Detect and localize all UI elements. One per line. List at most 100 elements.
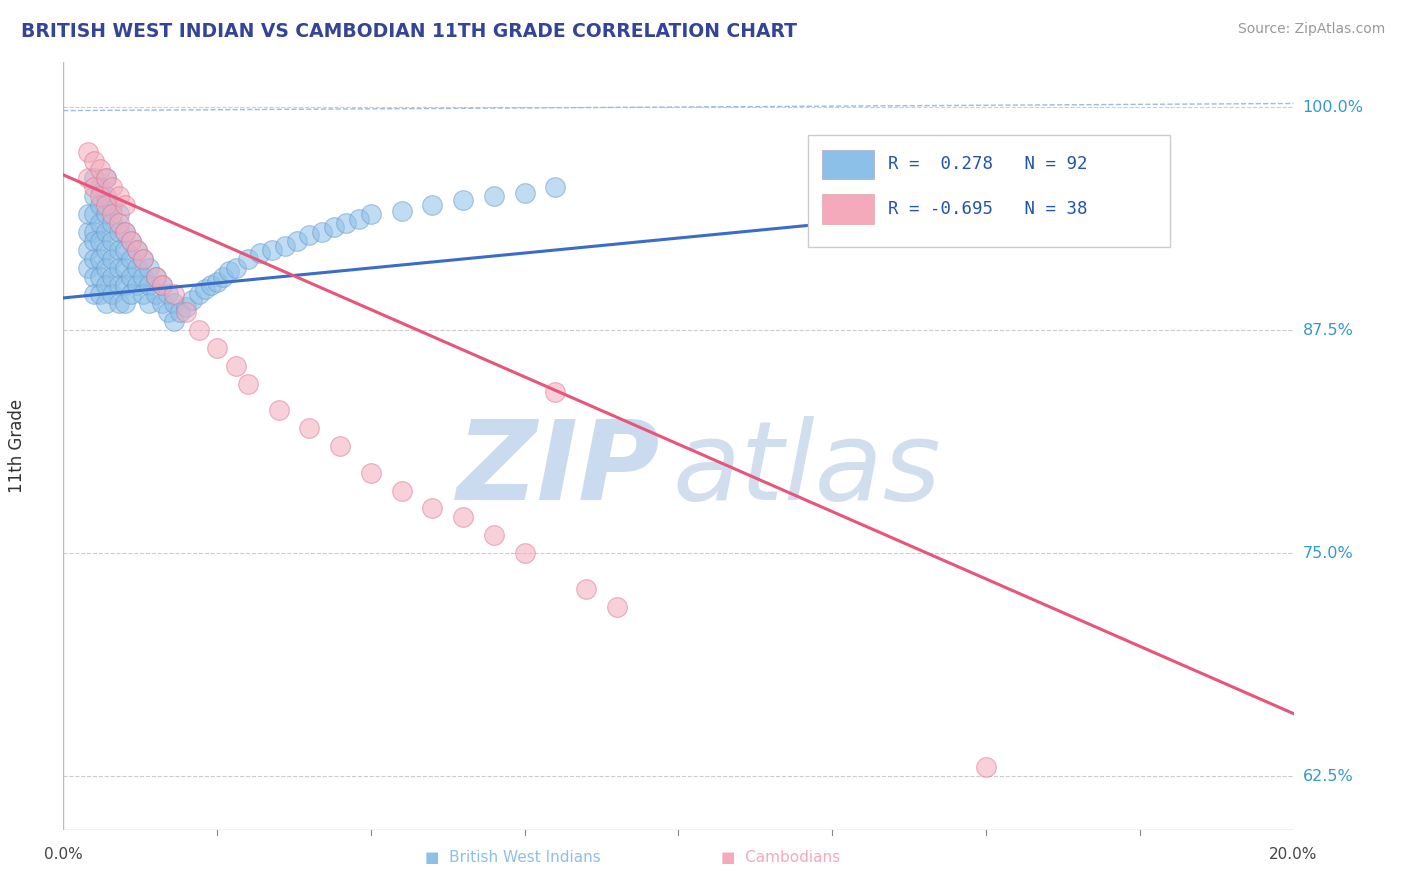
Text: ■  British West Indians: ■ British West Indians xyxy=(425,850,602,865)
Point xyxy=(76,145,98,159)
Point xyxy=(101,287,124,301)
Text: 11th Grade: 11th Grade xyxy=(7,399,25,493)
Point xyxy=(974,760,997,774)
Point xyxy=(311,225,333,239)
Point xyxy=(127,278,148,293)
Point xyxy=(89,287,111,301)
Text: atlas: atlas xyxy=(672,416,941,523)
Point xyxy=(83,171,105,186)
Point xyxy=(96,243,118,257)
Point xyxy=(329,439,352,453)
Point xyxy=(127,243,148,257)
Point xyxy=(298,228,321,243)
Point xyxy=(575,582,598,596)
Point xyxy=(205,275,228,289)
Point xyxy=(120,269,142,284)
Point xyxy=(83,207,105,221)
FancyBboxPatch shape xyxy=(807,136,1170,246)
Point xyxy=(606,599,628,614)
Point xyxy=(96,225,118,239)
Text: R = -0.695   N = 38: R = -0.695 N = 38 xyxy=(887,200,1087,218)
Point xyxy=(107,189,129,203)
Text: ZIP: ZIP xyxy=(457,416,659,523)
Point xyxy=(96,260,118,275)
Point xyxy=(101,234,124,248)
Point xyxy=(76,243,98,257)
Point xyxy=(83,287,105,301)
Point xyxy=(127,243,148,257)
Point xyxy=(391,203,413,218)
Point xyxy=(285,234,308,248)
Text: R =  0.278   N = 92: R = 0.278 N = 92 xyxy=(887,155,1087,173)
Point xyxy=(107,278,129,293)
Point xyxy=(132,269,155,284)
Point xyxy=(156,305,179,319)
Point xyxy=(107,225,129,239)
Point xyxy=(347,212,370,227)
Point xyxy=(163,314,186,328)
Point xyxy=(145,269,167,284)
Point xyxy=(127,260,148,275)
Point xyxy=(101,269,124,284)
Point xyxy=(225,359,247,373)
Text: ■  Cambodians: ■ Cambodians xyxy=(721,850,839,865)
Point xyxy=(236,376,259,391)
Point xyxy=(76,207,98,221)
Point xyxy=(138,296,160,310)
Point xyxy=(132,252,155,266)
Point xyxy=(114,225,136,239)
Point xyxy=(145,269,167,284)
Point xyxy=(422,198,444,212)
Text: 62.5%: 62.5% xyxy=(1303,769,1354,783)
Point xyxy=(194,282,217,296)
Point xyxy=(335,216,357,230)
Point xyxy=(360,207,382,221)
Point xyxy=(114,278,136,293)
Point xyxy=(174,305,197,319)
Point xyxy=(96,171,118,186)
Point xyxy=(83,225,105,239)
Point xyxy=(96,198,118,212)
Point xyxy=(451,193,474,207)
Point xyxy=(513,186,536,200)
Point xyxy=(156,287,179,301)
Point xyxy=(218,264,240,278)
Point xyxy=(89,216,111,230)
Point xyxy=(76,260,98,275)
FancyBboxPatch shape xyxy=(823,194,875,224)
Point xyxy=(76,171,98,186)
Point xyxy=(83,269,105,284)
Point xyxy=(83,234,105,248)
Point xyxy=(150,296,173,310)
Point xyxy=(187,323,209,337)
Point xyxy=(544,180,567,194)
Point xyxy=(107,260,129,275)
Point xyxy=(107,207,129,221)
Point xyxy=(96,278,118,293)
Point xyxy=(89,162,111,177)
Point xyxy=(200,278,222,293)
Point xyxy=(132,287,155,301)
Point xyxy=(101,198,124,212)
Text: BRITISH WEST INDIAN VS CAMBODIAN 11TH GRADE CORRELATION CHART: BRITISH WEST INDIAN VS CAMBODIAN 11TH GR… xyxy=(21,22,797,41)
Point xyxy=(225,260,247,275)
Point xyxy=(120,234,142,248)
Point xyxy=(273,239,295,253)
Point xyxy=(163,287,186,301)
Point xyxy=(205,341,228,355)
Point xyxy=(138,260,160,275)
Point xyxy=(96,296,118,310)
Point xyxy=(89,234,111,248)
Point xyxy=(114,225,136,239)
FancyBboxPatch shape xyxy=(823,150,875,179)
Point xyxy=(120,234,142,248)
Point xyxy=(163,296,186,310)
Text: 20.0%: 20.0% xyxy=(1270,847,1317,863)
Point xyxy=(138,278,160,293)
Point xyxy=(107,243,129,257)
Point xyxy=(96,207,118,221)
Point xyxy=(262,243,284,257)
Point xyxy=(76,225,98,239)
Point xyxy=(322,219,346,234)
Point xyxy=(89,189,111,203)
